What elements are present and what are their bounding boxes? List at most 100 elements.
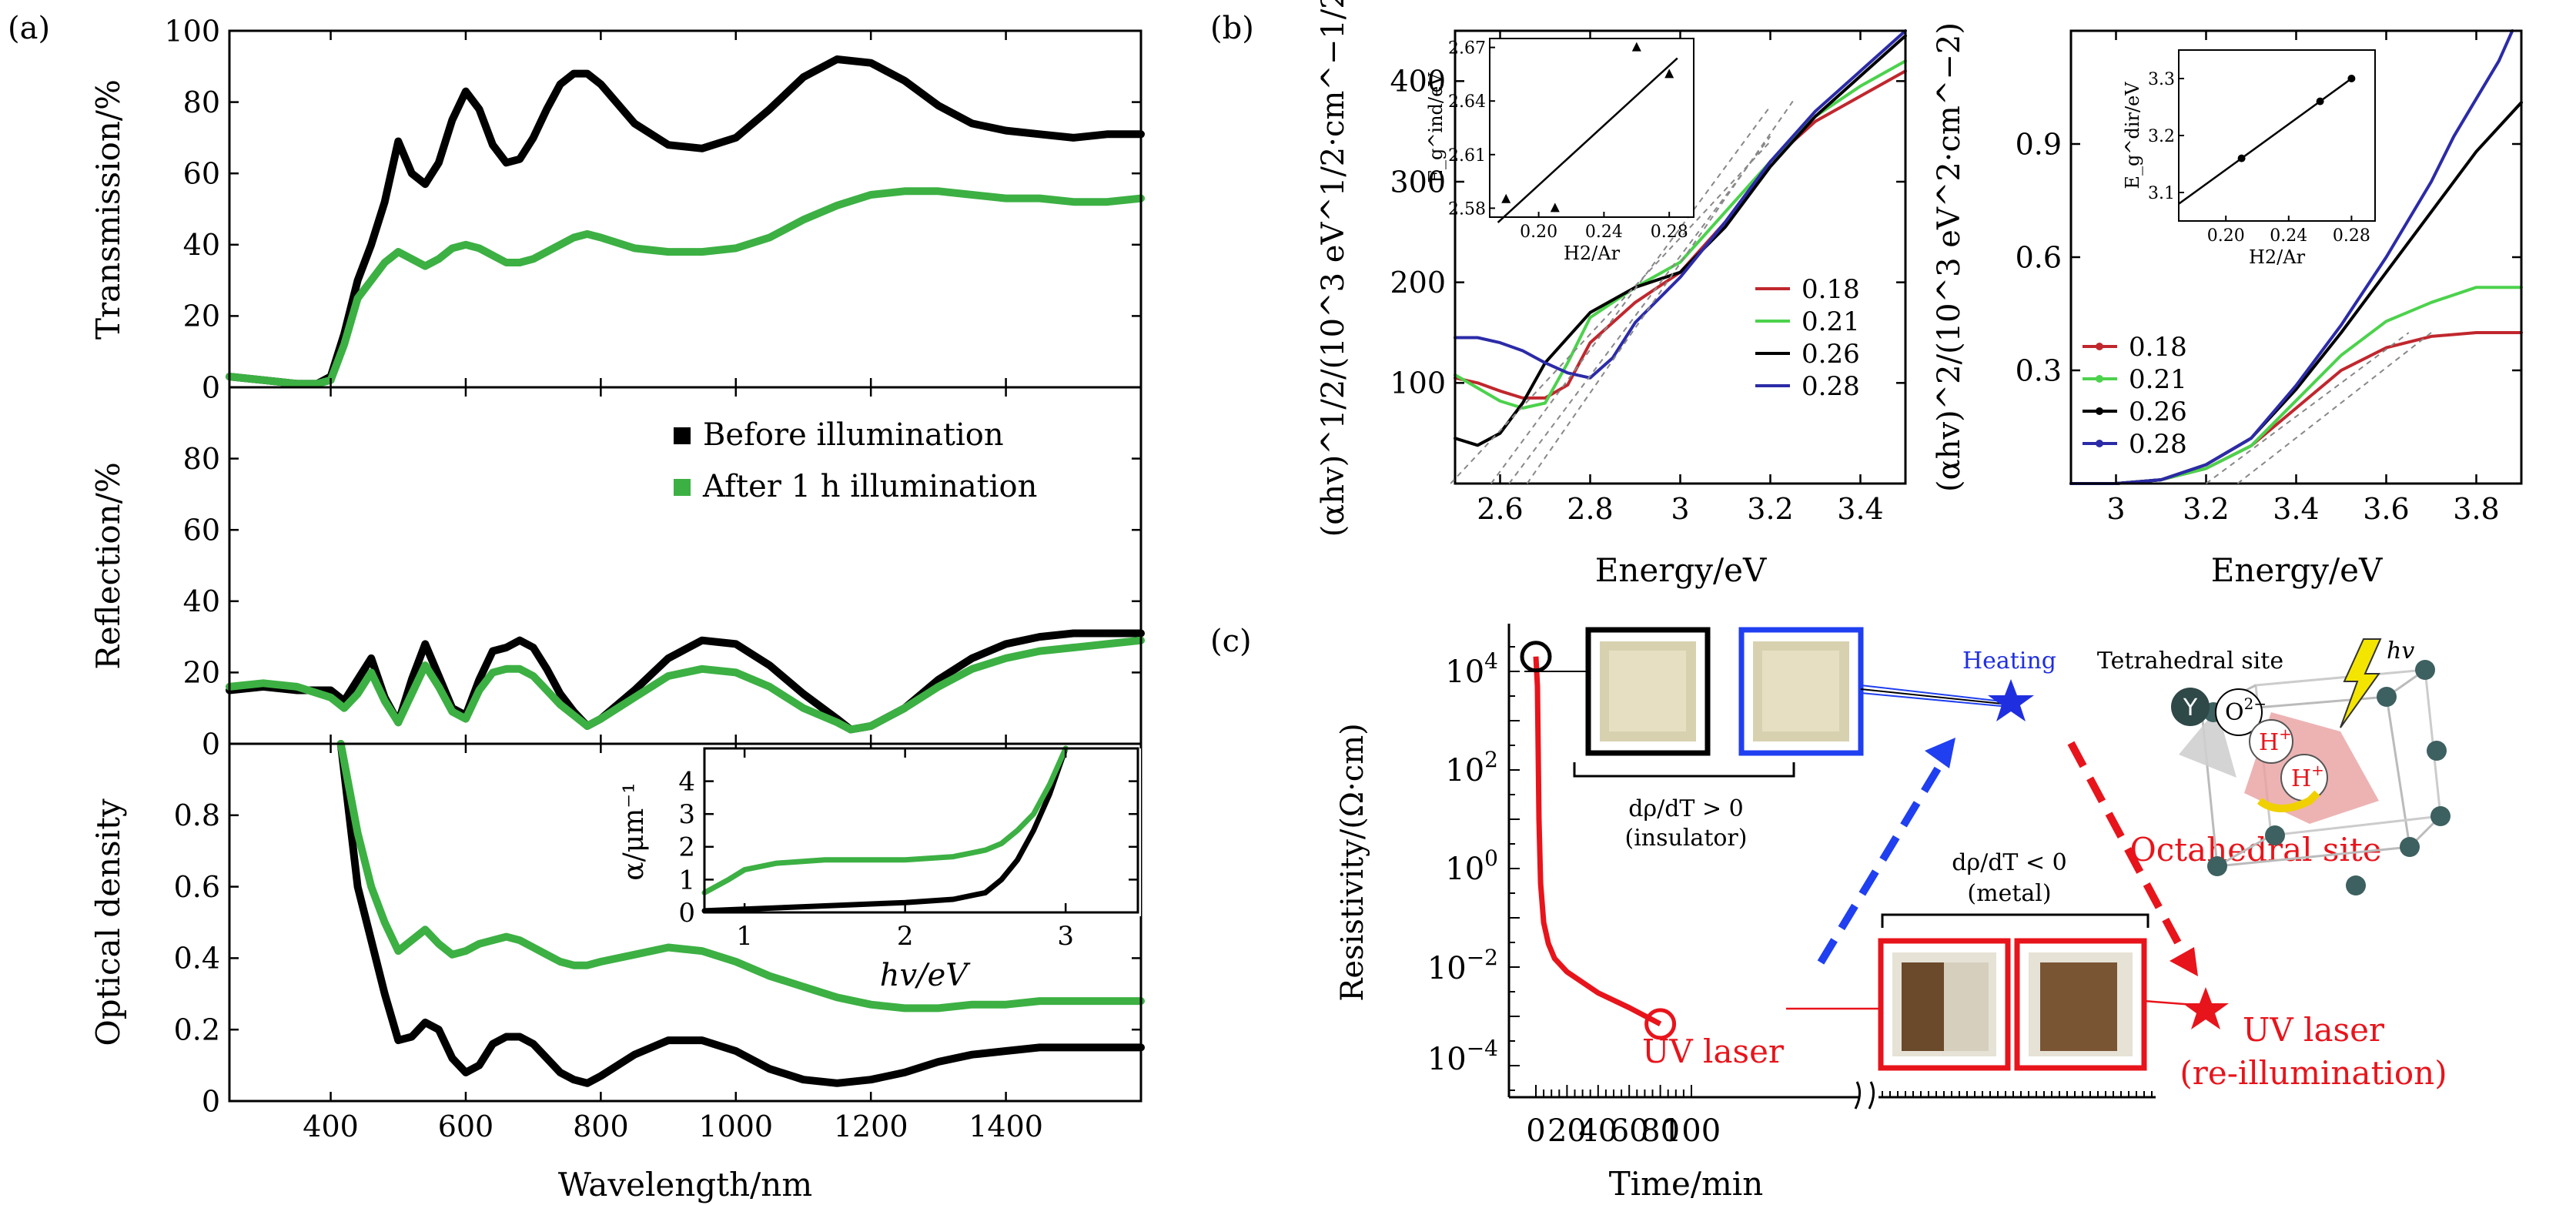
crystal-schematic: Y O2− H+ H+ hv	[2171, 638, 2451, 895]
x-axis-label: Energy/eV	[1595, 551, 1767, 589]
plot-frame	[228, 742, 1142, 1103]
fit-dashed-line	[1526, 100, 1794, 484]
legend-dot-0.18	[2096, 343, 2103, 350]
y-tick-label: 0.9	[2016, 127, 2062, 161]
y-tick-label: 100	[1445, 845, 1498, 887]
star-red	[2183, 987, 2229, 1029]
legend-label-0.26: 0.26	[2129, 397, 2187, 427]
legend-label-0.18: 0.18	[2129, 332, 2187, 363]
legend-label-0.28: 0.28	[1802, 371, 1860, 402]
inset-point	[2316, 97, 2324, 105]
inset-y-tick-label: 3.1	[2148, 184, 2175, 203]
y-tick-label: 0	[202, 727, 220, 761]
inset-x-label: hv/eV	[880, 958, 972, 993]
y-tick-label: 3	[678, 799, 695, 830]
x-tick-label: 0	[1526, 1113, 1545, 1149]
y-tick-label: 20	[183, 656, 220, 690]
label-insulator-2: (insulator)	[1625, 825, 1748, 852]
inset-y-label: α/μm⁻¹	[618, 782, 650, 880]
label-insulator-1: dρ/dT > 0	[1628, 795, 1743, 822]
y-axis-label: Optical density	[89, 798, 127, 1046]
legend-label-before: Before illumination	[703, 417, 1004, 453]
legend-label-0.18: 0.18	[1802, 274, 1860, 305]
inset-point	[2237, 154, 2246, 162]
y-axis-label: (αhv)^2/(10^3 eV^2·cm^−2)	[1932, 22, 1967, 492]
x-tick-label: 3	[2106, 492, 2125, 526]
inset-frame	[2178, 49, 2376, 222]
label-heating: Heating	[1962, 648, 2056, 674]
star-blue	[1988, 679, 2034, 721]
x-tick-label: 600	[438, 1110, 494, 1143]
label-uv-laser: UV laser	[1642, 1033, 1785, 1070]
inset-x-tick-label: 0.20	[1520, 223, 1557, 242]
x-tick-label: 3.8	[2453, 492, 2499, 526]
y-axis-label: Resistivity/(Ω·cm)	[1335, 723, 1370, 1001]
series-line-uv-laser	[1533, 656, 1662, 1026]
y-tick-label: 0.6	[2016, 240, 2062, 274]
inset-x-label: H2/Ar	[2249, 246, 2306, 268]
y-atom	[2171, 688, 2210, 726]
fit-dashed-line	[1508, 136, 1771, 484]
inset-x-tick-label: 0.24	[2270, 226, 2307, 246]
inset-x-tick-label: 0.28	[1651, 223, 1688, 242]
x-axis-label: Energy/eV	[2211, 551, 2383, 589]
inset-y-tick-label: 3.3	[2148, 70, 2175, 89]
series-line-0.26	[1454, 34, 1907, 447]
inset-point	[1664, 69, 1674, 79]
y-tick-label: 100	[1390, 367, 1446, 400]
y-tick-label: 104	[1445, 648, 1498, 690]
inset-point	[2347, 75, 2356, 82]
x-tick-label: 1	[736, 921, 753, 952]
label-metal-2: (metal)	[1967, 880, 2051, 907]
sample-thumb-blue	[1738, 627, 1864, 756]
y-tick-label: 300	[1390, 165, 1446, 199]
y-tick-label: 10−4	[1427, 1036, 1498, 1077]
inset-y-tick-label: 2.61	[1448, 146, 1486, 166]
series-line-0.28	[2069, 29, 2514, 485]
x-tick-label: 3.4	[1837, 492, 1883, 526]
inset-y-tick-label: 2.67	[1448, 39, 1486, 59]
arrow-heating	[1817, 756, 1948, 965]
h-atom-1	[2249, 719, 2293, 764]
series-line-before-illumination	[226, 55, 1145, 388]
x-tick-label: 3	[1671, 492, 1689, 526]
inset-frame	[1489, 38, 1694, 218]
x-tick-label: 1400	[969, 1110, 1043, 1143]
inset-fit-line	[2178, 77, 2353, 205]
label-tetrahedral: Tetrahedral site	[2097, 648, 2283, 674]
inset-x-tick-label: 0.28	[2333, 226, 2370, 246]
panel-b: 2.6 2.8 3 3.2 3.4 100 200 300 400 (αhv)^1/2/(10^3…	[1316, 0, 2523, 589]
end-marker	[1644, 1008, 1677, 1040]
legend-dot-0.21	[2096, 375, 2103, 383]
x-tick-label: 800	[573, 1110, 629, 1143]
panel-label-b: (b)	[1210, 11, 1254, 46]
series-line-after-1-h-illumination	[701, 745, 1069, 895]
x-tick-label: 1200	[834, 1110, 908, 1143]
inset-x-tick-label: 0.20	[2207, 226, 2245, 246]
legend-label-0.28: 0.28	[2129, 429, 2187, 460]
y-tick-label: 80	[183, 85, 220, 119]
x-tick-label: 3.6	[2363, 492, 2409, 526]
o-atom-label: O2−	[2225, 695, 2267, 726]
x-axis-label: Time/min	[1609, 1165, 1764, 1203]
y-tick-label: 0.6	[174, 870, 220, 904]
y-tick-label: 40	[183, 228, 220, 262]
legend-dot-0.26	[2096, 407, 2103, 415]
y-tick-label: 60	[183, 514, 220, 547]
series-line-0.18	[1454, 69, 1907, 400]
legend-dot-0.28	[2096, 440, 2103, 447]
legend-marker-before	[674, 427, 691, 444]
x-tick-label: 2.8	[1567, 492, 1613, 526]
x-tick-label: 3.2	[1747, 492, 1793, 526]
series-line-before-illumination	[701, 745, 1069, 914]
y-tick-label: 400	[1390, 65, 1446, 99]
plot-b2: 3 3.2 3.4 3.6 3.8 0.3 0.6 0.9	[2016, 29, 2523, 526]
y-tick-label: 0.2	[174, 1013, 220, 1047]
yellow-arrow	[2257, 790, 2320, 812]
inset-y-tick-label: 2.58	[1448, 199, 1486, 219]
y-atom-label: Y	[2183, 695, 2198, 721]
plot-frame	[228, 29, 1142, 389]
arrow-reillum-head	[2170, 947, 2198, 976]
x-tick-label: 80	[1641, 1113, 1680, 1149]
